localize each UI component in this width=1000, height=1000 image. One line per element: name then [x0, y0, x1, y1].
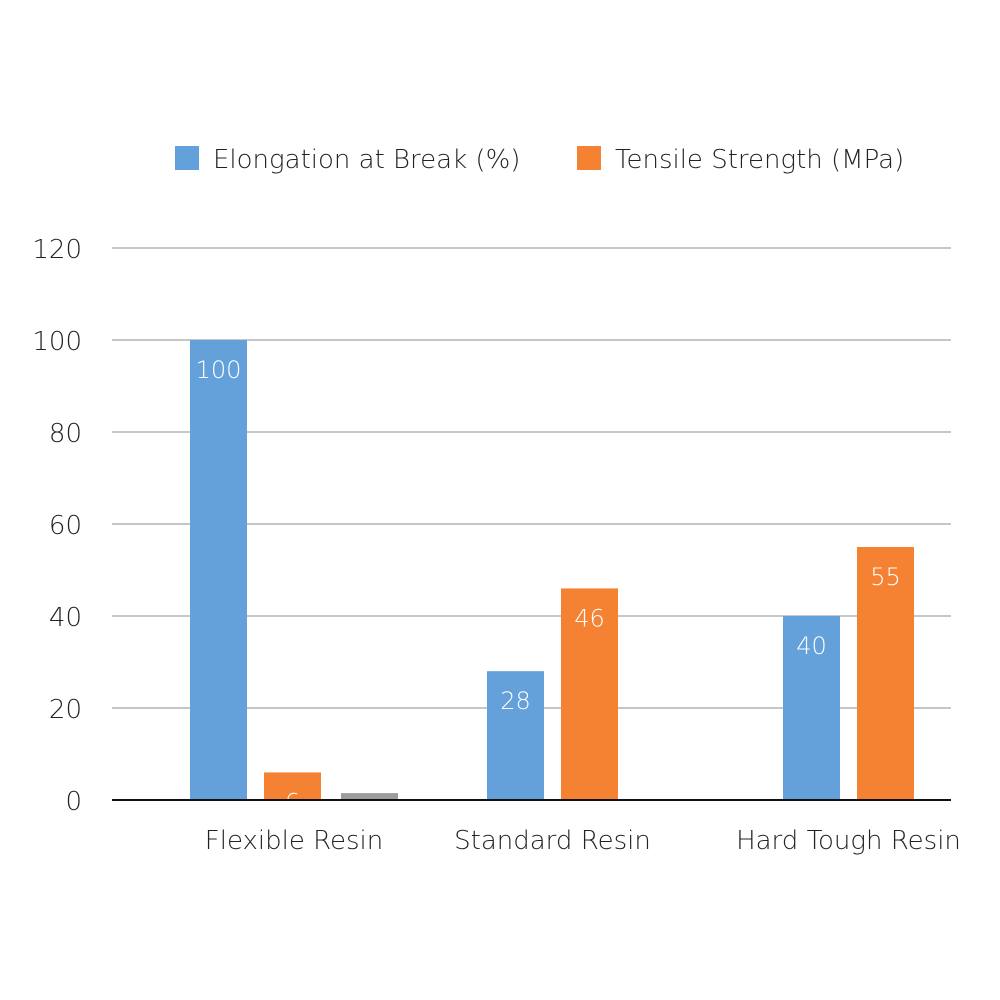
data-label: 55 — [870, 563, 901, 591]
bar — [264, 772, 321, 800]
bar — [857, 547, 914, 800]
data-label: 28 — [500, 687, 531, 715]
data-label: 100 — [196, 356, 242, 384]
x-category-label: Flexible Resin — [205, 826, 383, 856]
y-tick-label: 0 — [65, 787, 82, 817]
legend-swatch — [577, 146, 601, 170]
data-label: 46 — [574, 604, 605, 632]
legend-swatch — [175, 146, 199, 170]
x-category-label: Hard Tough Resin — [736, 826, 961, 856]
bar — [190, 340, 247, 800]
bar — [341, 793, 398, 800]
bar — [487, 671, 544, 800]
bar — [783, 616, 840, 800]
y-tick-label: 120 — [32, 235, 82, 265]
y-tick-label: 20 — [49, 695, 82, 725]
bar — [561, 588, 618, 800]
data-label: 40 — [796, 632, 827, 660]
data-label: 6 — [285, 788, 300, 816]
y-tick-label: 100 — [32, 327, 82, 357]
y-tick-label: 80 — [49, 419, 82, 449]
y-tick-label: 40 — [49, 603, 82, 633]
y-tick-label: 60 — [49, 511, 82, 541]
legend-label: Tensile Strength (MPa) — [615, 145, 904, 175]
legend-label: Elongation at Break (%) — [213, 145, 520, 175]
x-category-label: Standard Resin — [454, 826, 651, 856]
